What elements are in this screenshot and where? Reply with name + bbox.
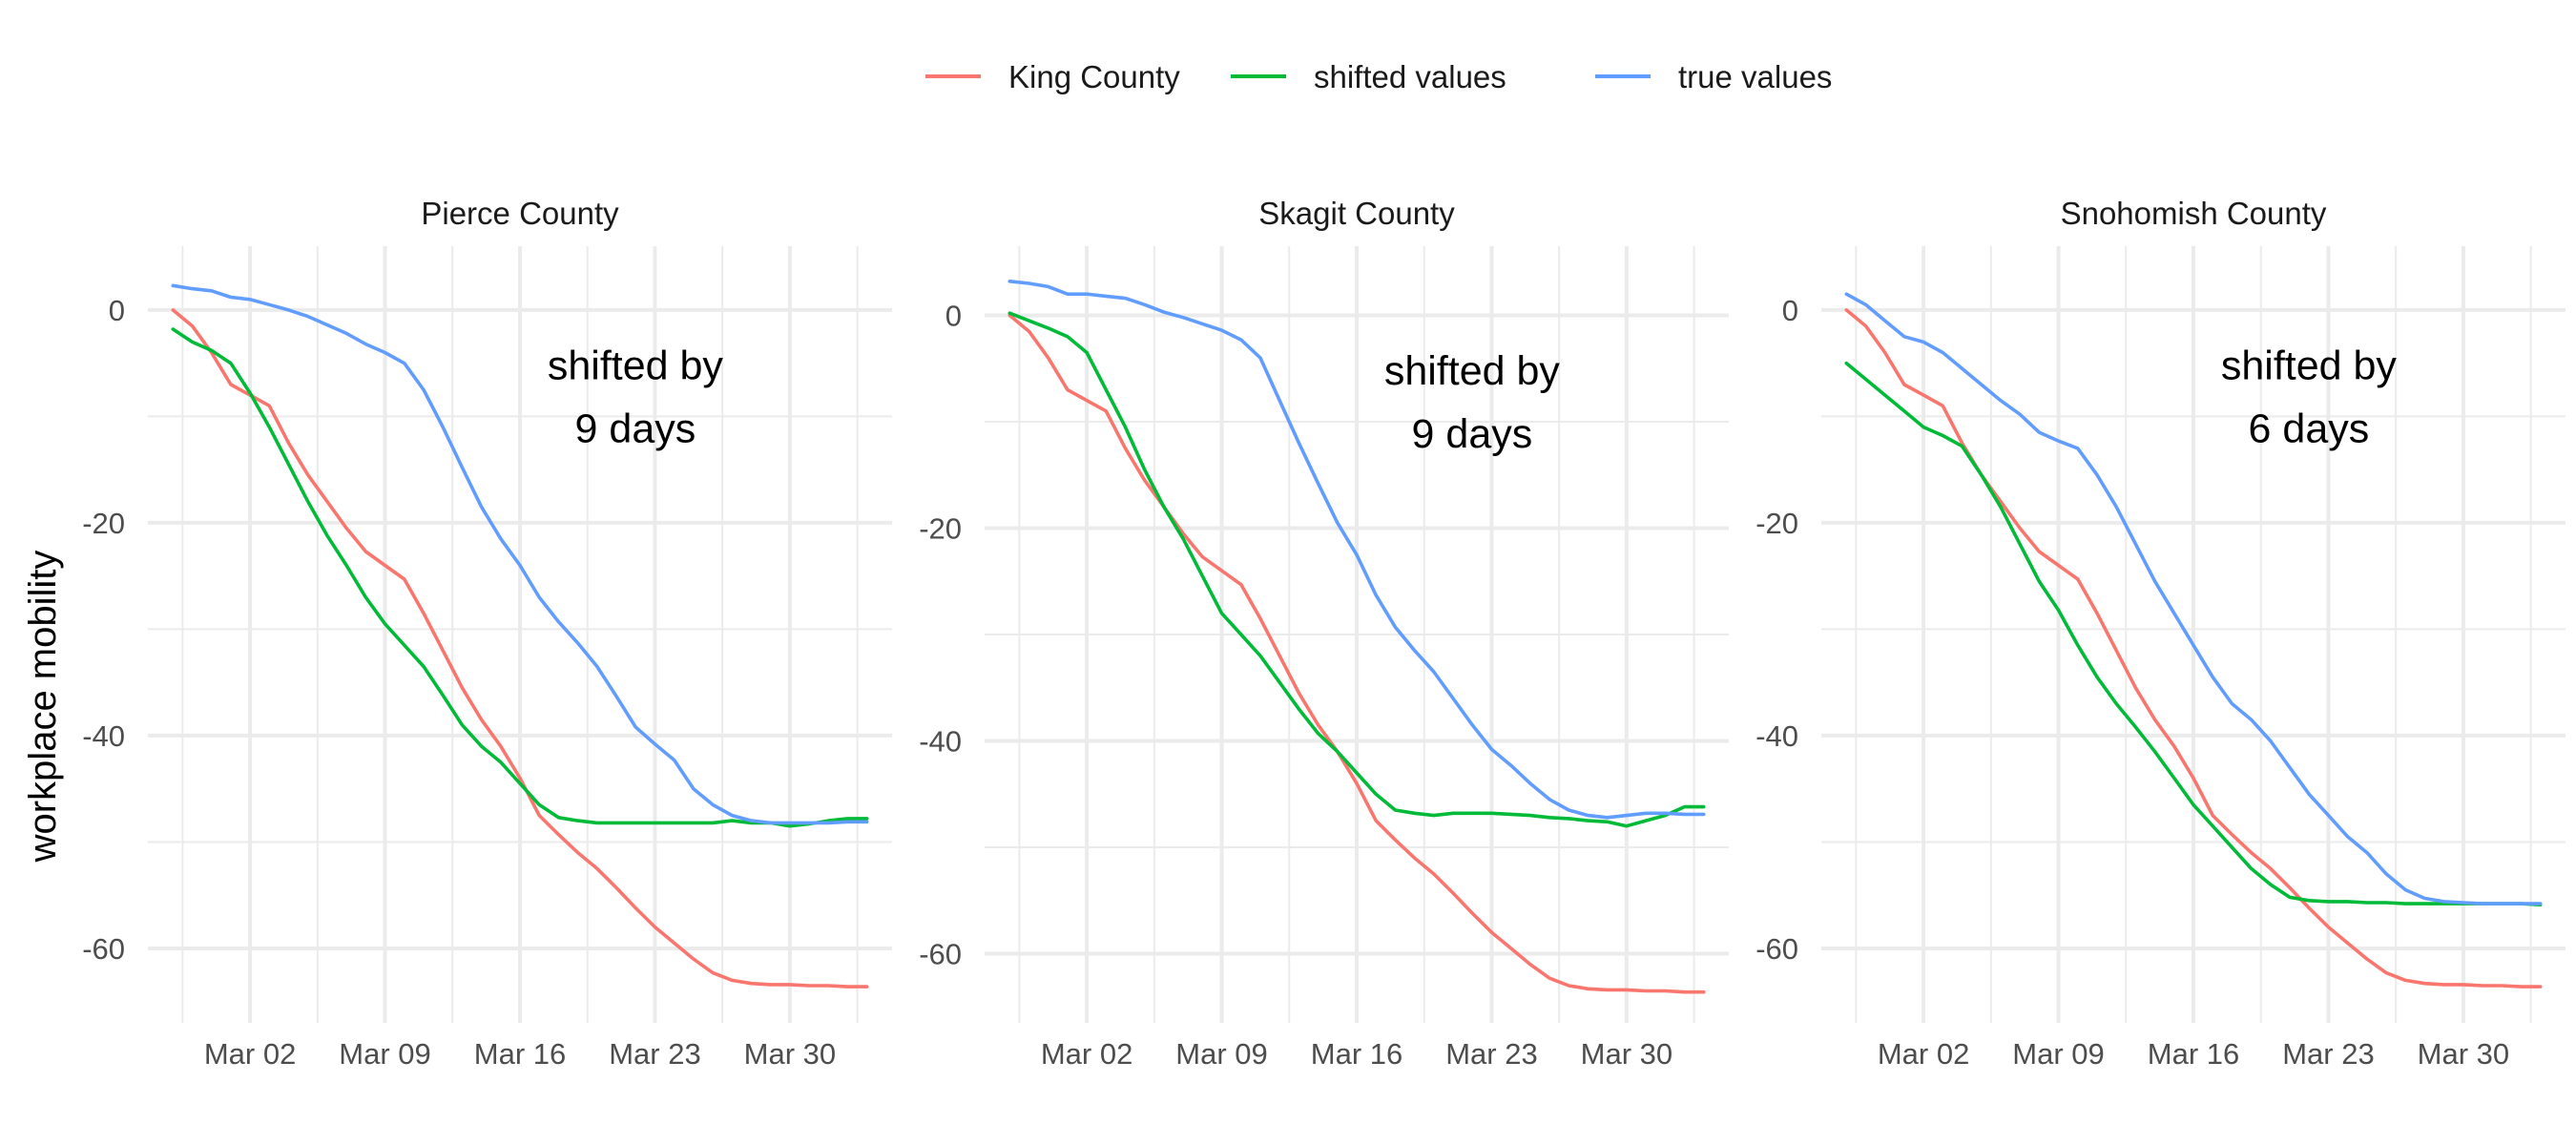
panel-title: Pierce County (421, 196, 619, 231)
series-line-true-values (171, 283, 869, 825)
series-line-king-county (1844, 308, 2543, 989)
y-tick-label: -60 (919, 938, 962, 971)
x-tick-label: Mar 02 (1878, 1037, 1969, 1071)
x-tick-label: Mar 23 (609, 1037, 700, 1071)
x-tick-label: Mar 09 (2012, 1037, 2104, 1071)
shift-annotation: shifted by (1384, 348, 1561, 394)
series-line-true-values (1844, 292, 2543, 906)
legend-label-1: shifted values (1314, 59, 1506, 94)
panel-1: Skagit County 0 -20 -40 -60 Mar 02 Mar 09 Mar 1… (919, 196, 1729, 1071)
legend: King County shifted values true values (925, 59, 1832, 94)
y-tick-label: -40 (1755, 719, 1798, 753)
x-tick-label: Mar 30 (2418, 1037, 2509, 1071)
y-tick-label: -20 (919, 511, 962, 545)
y-tick-label: -40 (82, 719, 125, 753)
y-tick-label: 0 (1782, 294, 1798, 327)
shift-annotation: 9 days (1412, 411, 1533, 457)
x-tick-label: Mar 09 (339, 1037, 430, 1071)
x-tick-label: Mar 16 (474, 1037, 566, 1071)
shift-annotation: shifted by (2221, 343, 2398, 388)
y-tick-label: 0 (945, 299, 962, 332)
y-tick-label: -60 (82, 932, 125, 966)
y-axis-title: workplace mobility (22, 551, 64, 864)
series-line-shifted-values (1844, 361, 2543, 907)
x-tick-label: Mar 02 (1041, 1037, 1132, 1071)
panel-2: Snohomish County 0 -20 -40 -60 Mar 02 Mar 09 Ma… (1755, 196, 2566, 1071)
panel-title: Skagit County (1258, 196, 1455, 231)
x-tick-label: Mar 16 (2148, 1037, 2239, 1071)
x-tick-label: Mar 23 (1445, 1037, 1537, 1071)
series-line-king-county (1008, 313, 1706, 994)
shift-annotation: shifted by (548, 343, 724, 388)
x-tick-label: Mar 09 (1175, 1037, 1267, 1071)
legend-label-2: true values (1678, 59, 1832, 94)
x-tick-label: Mar 30 (1581, 1037, 1672, 1071)
series-line-king-county (171, 308, 869, 989)
y-tick-label: 0 (109, 294, 125, 327)
legend-label-0: King County (1008, 59, 1180, 94)
x-tick-label: Mar 30 (744, 1037, 836, 1071)
shift-annotation: 9 days (575, 406, 696, 451)
facet-panels: Pierce County 0 -20 -40 -60 Mar 02 Mar 09 Mar 1… (82, 196, 2566, 1071)
y-tick-label: -60 (1755, 932, 1798, 966)
x-tick-label: Mar 16 (1311, 1037, 1402, 1071)
panel-title: Snohomish County (2061, 196, 2327, 231)
y-tick-label: -20 (82, 507, 125, 540)
series-line-shifted-values (171, 327, 869, 828)
shift-annotation: 6 days (2249, 406, 2370, 451)
panel-0: Pierce County 0 -20 -40 -60 Mar 02 Mar 09 Mar 1… (82, 196, 892, 1071)
x-tick-label: Mar 02 (204, 1037, 296, 1071)
x-tick-label: Mar 23 (2282, 1037, 2374, 1071)
y-tick-label: -40 (919, 725, 962, 759)
series-line-shifted-values (1008, 311, 1706, 828)
y-tick-label: -20 (1755, 507, 1798, 540)
series-line-true-values (1008, 279, 1706, 820)
